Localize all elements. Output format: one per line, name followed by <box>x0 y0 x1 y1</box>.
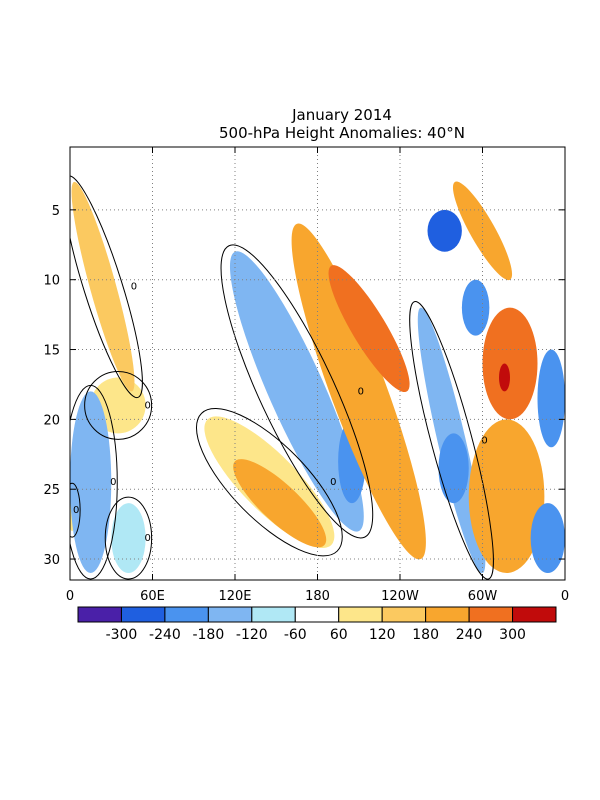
y-tick-label: 5 <box>52 204 60 219</box>
y-tick-label: 15 <box>43 344 60 359</box>
zero-contour-label: 0 <box>131 282 137 293</box>
colorbar-label: 180 <box>412 627 439 643</box>
y-tick-label: 25 <box>43 483 60 498</box>
x-tick-label: 60E <box>140 589 165 604</box>
x-tick-label: 120E <box>218 589 251 604</box>
anomaly-fills <box>70 181 565 574</box>
negative-anomaly-region <box>111 503 146 574</box>
colorbar: -300 -240 -180 -120 -60 60 120 180 240 300 <box>77 606 557 643</box>
x-tick-label: 180 <box>305 589 330 604</box>
grid-lines <box>70 147 565 580</box>
positive-anomaly-region <box>468 419 545 574</box>
negative-anomaly-region <box>427 209 462 252</box>
zero-contour-line <box>409 301 494 580</box>
zero-contours: 0 0 0 0 0 0 0 0 <box>70 175 494 580</box>
zero-contour-label: 0 <box>110 477 116 488</box>
zero-contour-label: 0 <box>144 533 150 544</box>
colorbar-swatch <box>120 606 166 623</box>
colorbar-swatch <box>294 606 340 623</box>
zero-contour-line <box>70 482 81 538</box>
colorbar-label: -300 <box>106 627 138 643</box>
zero-contour-label: 0 <box>330 477 336 488</box>
colorbar-swatch <box>381 606 427 623</box>
colorbar-label: -60 <box>284 627 307 643</box>
x-axis: 0 60E 120E 180 120W 60W 0 <box>66 147 569 604</box>
colorbar-swatch <box>164 606 209 623</box>
zero-contour-line <box>70 175 143 399</box>
chart-title-line2: 500-hPa Height Anomalies: 40°N <box>219 124 465 142</box>
colorbar-label: -180 <box>192 627 224 643</box>
colorbar-label: 120 <box>369 627 396 643</box>
x-tick-label: 0 <box>66 589 74 604</box>
plot-area: 0 0 0 0 0 0 0 0 <box>70 147 565 580</box>
zero-contour-label: 0 <box>481 435 487 446</box>
colorbar-swatch <box>512 606 557 623</box>
positive-anomaly-region <box>482 307 538 420</box>
x-tick-label: 60W <box>468 589 498 604</box>
colorbar-swatch <box>338 606 383 623</box>
positive-anomaly-region <box>452 181 513 281</box>
zero-contour-line <box>220 244 374 539</box>
x-tick-label: 0 <box>561 589 569 604</box>
negative-anomaly-region <box>530 503 565 574</box>
negative-anomaly-region <box>229 251 364 532</box>
zero-contour-line <box>70 384 118 580</box>
colorbar-label: 60 <box>330 627 348 643</box>
negative-anomaly-region <box>537 349 565 448</box>
x-tick-label: 120W <box>381 589 419 604</box>
y-axis: 5 10 15 20 25 30 <box>43 204 565 568</box>
positive-anomaly-region <box>291 223 426 560</box>
positive-anomaly-region <box>328 265 410 393</box>
zero-contour-line <box>195 408 343 557</box>
negative-anomaly-region <box>461 279 490 336</box>
zero-contour-label: 0 <box>358 386 364 397</box>
colorbar-swatch <box>425 606 470 623</box>
negative-anomaly-region <box>70 391 112 574</box>
colorbar-label: -240 <box>149 627 181 643</box>
positive-anomaly-region <box>499 363 510 392</box>
colorbar-swatch <box>251 606 296 623</box>
y-tick-label: 10 <box>43 274 60 289</box>
colorbar-swatch <box>207 606 253 623</box>
colorbar-label: -120 <box>236 627 268 643</box>
colorbar-label: 240 <box>456 627 483 643</box>
zero-contour-label: 0 <box>73 505 79 516</box>
zero-contour-label: 0 <box>144 400 150 411</box>
zero-contour-line <box>104 496 153 580</box>
colorbar-swatch <box>468 606 514 623</box>
y-tick-label: 20 <box>43 413 60 428</box>
negative-anomaly-region <box>438 433 469 504</box>
positive-anomaly-region <box>233 459 327 548</box>
zero-contour-line <box>84 370 153 440</box>
y-tick-label: 30 <box>43 553 60 568</box>
chart-title-line1: January 2014 <box>291 106 392 124</box>
colorbar-swatch <box>77 606 122 623</box>
colorbar-label: 300 <box>499 627 526 643</box>
positive-anomaly-region <box>71 181 135 392</box>
